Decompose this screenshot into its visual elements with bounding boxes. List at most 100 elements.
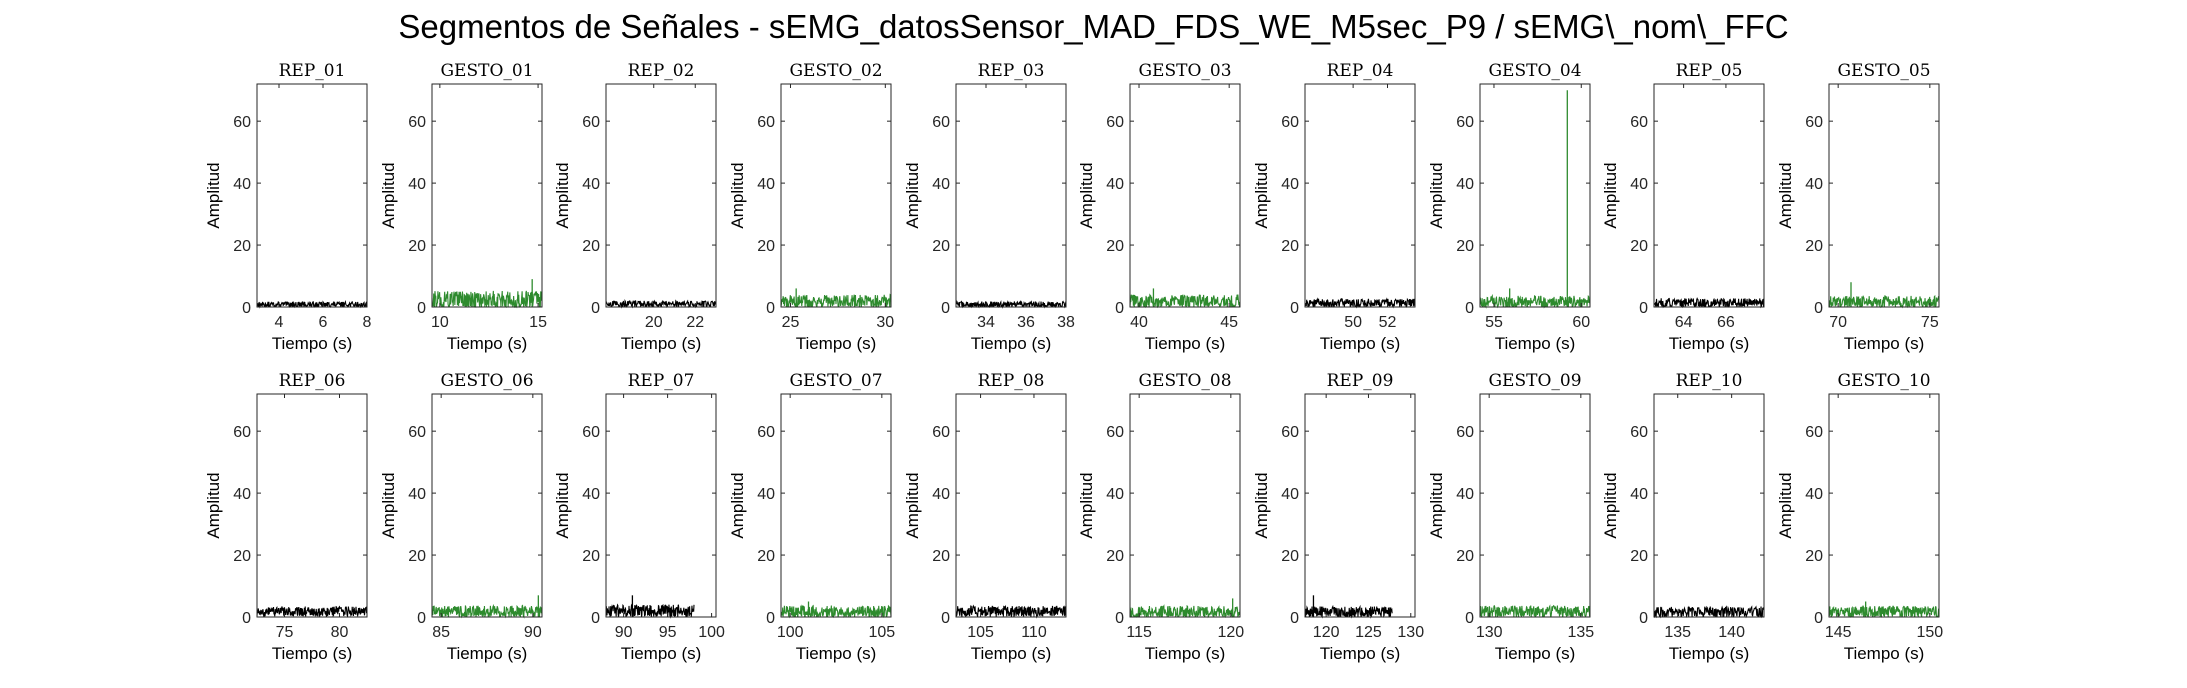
x-tick-label: 100	[777, 624, 804, 641]
x-tick-label: 34	[977, 314, 995, 331]
y-tick-label: 20	[1456, 548, 1474, 565]
axes-box	[256, 83, 368, 308]
signal-trace	[1653, 605, 1765, 619]
axes-box	[1828, 83, 1940, 308]
x-axis-label: Tiempo (s)	[1844, 334, 1925, 353]
subplot-title: REP_07	[628, 371, 695, 391]
x-axis-label: Tiempo (s)	[621, 644, 702, 663]
y-tick-label: 20	[1630, 548, 1648, 565]
y-axis-label: Amplitud	[903, 162, 922, 228]
y-tick-label: 60	[1106, 424, 1124, 441]
x-axis-label: Tiempo (s)	[971, 644, 1052, 663]
y-tick-label: 40	[582, 176, 600, 193]
axes-box	[605, 83, 717, 308]
subplot-title: GESTO_03	[1138, 61, 1231, 81]
y-tick-label: 0	[1814, 300, 1823, 317]
signal-trace	[256, 299, 368, 309]
y-tick-label: 0	[766, 610, 775, 627]
signal-trace	[1479, 293, 1591, 309]
y-tick-label: 0	[417, 300, 426, 317]
axes-box	[1129, 393, 1241, 618]
y-tick-label: 60	[1630, 424, 1648, 441]
subplot-title: REP_08	[978, 371, 1045, 391]
subplot-title: GESTO_01	[440, 61, 533, 81]
y-axis-label: Amplitud	[553, 162, 572, 228]
axes-box	[1304, 83, 1416, 308]
signal-trace	[955, 299, 1067, 309]
signal-trace	[780, 293, 892, 308]
y-tick-label: 40	[932, 486, 950, 503]
y-axis-label: Amplitud	[1776, 472, 1795, 538]
y-tick-label: 60	[1805, 114, 1823, 131]
y-tick-label: 20	[1106, 238, 1124, 255]
signal-trace	[256, 605, 368, 618]
subplot-gesto_10: GESTO_10 0 20 40 60 145 150 Tiempo (s) Amplitud	[1776, 371, 1943, 663]
y-tick-label: 0	[1814, 610, 1823, 627]
y-tick-label: 20	[1630, 238, 1648, 255]
y-tick-label: 20	[932, 238, 950, 255]
y-tick-label: 60	[408, 424, 426, 441]
y-tick-label: 60	[932, 424, 950, 441]
x-tick-label: 150	[1916, 624, 1943, 641]
y-tick-label: 0	[591, 300, 600, 317]
y-tick-label: 60	[233, 114, 251, 131]
y-axis-label: Amplitud	[204, 472, 223, 538]
y-tick-label: 40	[1456, 176, 1474, 193]
x-tick-label: 75	[276, 624, 294, 641]
subplot-gesto_08: GESTO_08 0 20 40 60 115 120 Tiempo (s) Amplitud	[1077, 371, 1244, 663]
subplot-rep_08: REP_08 0 20 40 60 105 110 Tiempo (s) Amplitud	[903, 371, 1067, 663]
y-tick-label: 60	[1805, 424, 1823, 441]
y-tick-label: 40	[1281, 176, 1299, 193]
x-axis-label: Tiempo (s)	[1495, 644, 1576, 663]
y-tick-label: 60	[757, 114, 775, 131]
y-tick-label: 40	[757, 176, 775, 193]
y-tick-label: 40	[1805, 486, 1823, 503]
y-tick-label: 20	[1456, 238, 1474, 255]
x-axis-label: Tiempo (s)	[272, 334, 353, 353]
y-tick-label: 0	[417, 610, 426, 627]
y-tick-label: 0	[1115, 300, 1124, 317]
x-tick-label: 140	[1718, 624, 1745, 641]
y-tick-label: 0	[1290, 300, 1299, 317]
x-tick-label: 120	[1217, 624, 1244, 641]
subplot-title: REP_09	[1327, 371, 1394, 391]
subplot-rep_09: REP_09 0 20 40 60 120 125 130 Tiempo (s) Amplitud	[1252, 371, 1424, 663]
x-axis-label: Tiempo (s)	[1145, 644, 1226, 663]
y-tick-label: 0	[1290, 610, 1299, 627]
y-tick-label: 0	[1639, 300, 1648, 317]
y-tick-label: 20	[582, 548, 600, 565]
y-tick-label: 20	[1281, 238, 1299, 255]
signal-trace	[1304, 604, 1393, 619]
x-tick-label: 120	[1313, 624, 1340, 641]
x-tick-label: 10	[431, 314, 449, 331]
y-tick-label: 40	[1630, 176, 1648, 193]
y-tick-label: 20	[233, 548, 251, 565]
subplot-rep_04: REP_04 0 20 40 60 50 52 Tiempo (s) Amplitud	[1252, 61, 1416, 353]
y-tick-label: 20	[757, 548, 775, 565]
subplot-title: REP_10	[1676, 371, 1743, 391]
y-axis-label: Amplitud	[1077, 162, 1096, 228]
y-tick-label: 20	[408, 548, 426, 565]
axes-box	[1828, 393, 1940, 618]
signal-trace	[1479, 604, 1591, 618]
x-tick-label: 135	[1567, 624, 1594, 641]
axes-box	[605, 393, 717, 618]
axes-box	[431, 393, 543, 618]
axes-box	[1653, 83, 1765, 308]
subplot-title: REP_04	[1327, 61, 1394, 81]
x-tick-label: 100	[698, 624, 725, 641]
x-tick-label: 90	[524, 624, 542, 641]
x-tick-label: 15	[529, 314, 547, 331]
y-tick-label: 40	[233, 486, 251, 503]
x-tick-label: 38	[1057, 314, 1075, 331]
y-tick-label: 40	[932, 176, 950, 193]
y-tick-label: 40	[408, 486, 426, 503]
y-tick-label: 60	[1281, 114, 1299, 131]
y-tick-label: 60	[408, 114, 426, 131]
x-tick-label: 30	[876, 314, 894, 331]
subplot-title: REP_01	[279, 61, 346, 81]
y-axis-label: Amplitud	[204, 162, 223, 228]
y-axis-label: Amplitud	[1252, 162, 1271, 228]
